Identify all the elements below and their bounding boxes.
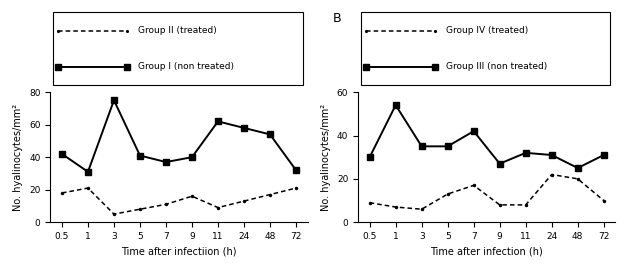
Y-axis label: No. hyalinocytes/mm²: No. hyalinocytes/mm² [13, 104, 23, 211]
Text: Group I (non treated): Group I (non treated) [138, 62, 234, 71]
FancyBboxPatch shape [360, 12, 610, 85]
Text: Group IV (treated): Group IV (treated) [445, 26, 528, 36]
Y-axis label: No. hyalinocytes/mm²: No. hyalinocytes/mm² [321, 104, 331, 211]
X-axis label: Time after infection (h): Time after infection (h) [430, 247, 543, 256]
Text: Group III (non treated): Group III (non treated) [445, 62, 547, 71]
X-axis label: Time after infectiion (h): Time after infectiion (h) [121, 247, 237, 256]
Text: B: B [333, 12, 342, 25]
Text: Group II (treated): Group II (treated) [138, 26, 217, 36]
FancyBboxPatch shape [53, 12, 303, 85]
